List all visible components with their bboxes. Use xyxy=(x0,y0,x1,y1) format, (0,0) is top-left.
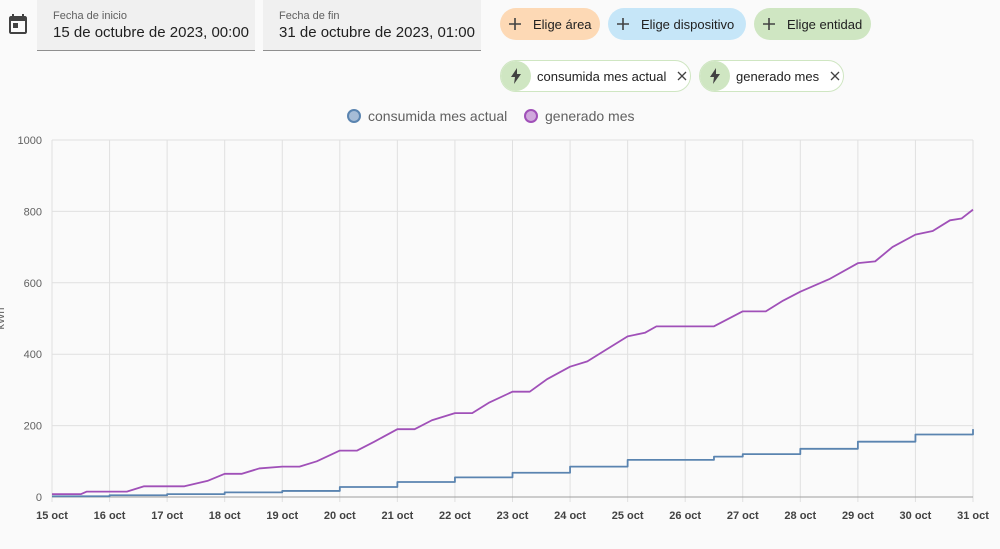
x-tick-label: 24 oct xyxy=(554,510,586,522)
start-date-label: Fecha de inicio xyxy=(53,10,127,22)
end-date-label: Fecha de fin xyxy=(279,10,340,22)
x-tick-label: 19 oct xyxy=(266,510,298,522)
y-tick-label: 600 xyxy=(24,278,42,290)
entity-chip-generated-label: generado mes xyxy=(736,68,820,84)
y-tick-label: 1000 xyxy=(18,135,42,147)
y-axis-label: kWh xyxy=(0,308,7,330)
calendar-icon[interactable] xyxy=(6,12,30,36)
end-date-field[interactable]: Fecha de fin 31 de octubre de 2023, 01:0… xyxy=(263,0,481,51)
x-tick-label: 17 oct xyxy=(151,510,183,522)
y-tick-label: 400 xyxy=(24,349,42,361)
y-tick-label: 200 xyxy=(24,421,42,433)
series-line-generated xyxy=(52,208,974,496)
x-tick-label: 16 oct xyxy=(94,510,126,522)
start-date-value: 15 de octubre de 2023, 00:00 xyxy=(53,24,249,41)
x-tick-label: 26 oct xyxy=(669,510,701,522)
x-tick-label: 30 oct xyxy=(900,510,932,522)
choose-area-label: Elige área xyxy=(533,16,592,32)
close-icon[interactable] xyxy=(830,71,840,81)
energy-line-chart: 0 200 400 600 800 1000 15 oct 16 oct 17 oct 18 oc… xyxy=(0,135,989,522)
start-date-field[interactable]: Fecha de inicio 15 de octubre de 2023, 0… xyxy=(37,0,255,51)
x-tick-label: 31 oct xyxy=(957,510,989,522)
legend-item-generated[interactable]: generado mes xyxy=(524,108,635,124)
close-icon[interactable] xyxy=(677,71,687,81)
plus-icon xyxy=(509,18,521,30)
x-tick-label: 29 oct xyxy=(842,510,874,522)
x-tick-label: 23 oct xyxy=(497,510,529,522)
chart-legend: consumida mes actual generado mes xyxy=(0,108,1000,128)
x-tick-label: 15 oct xyxy=(36,510,68,522)
x-tick-label: 25 oct xyxy=(612,510,644,522)
legend-label-consumed: consumida mes actual xyxy=(368,108,508,124)
choose-entity-chip[interactable]: Elige entidad xyxy=(754,8,871,40)
plus-icon xyxy=(763,18,775,30)
x-tick-label: 21 oct xyxy=(381,510,413,522)
end-date-value: 31 de octubre de 2023, 01:00 xyxy=(279,24,475,41)
entity-chip-consumed-label: consumida mes actual xyxy=(537,68,667,84)
x-tick-label: 28 oct xyxy=(784,510,816,522)
legend-swatch-generated xyxy=(524,109,538,123)
entity-chip-consumed[interactable]: consumida mes actual xyxy=(500,60,691,92)
flash-icon xyxy=(501,61,531,91)
flash-icon xyxy=(700,61,730,91)
legend-item-consumed[interactable]: consumida mes actual xyxy=(347,108,507,124)
x-tick-label: 18 oct xyxy=(209,510,241,522)
x-tick-label: 22 oct xyxy=(439,510,471,522)
y-tick-label: 0 xyxy=(36,492,42,504)
entity-chip-generated[interactable]: generado mes xyxy=(699,60,844,92)
legend-swatch-consumed xyxy=(347,109,361,123)
choose-device-label: Elige dispositivo xyxy=(641,16,735,32)
plus-icon xyxy=(617,18,629,30)
x-tick-label: 20 oct xyxy=(324,510,356,522)
choose-device-chip[interactable]: Elige dispositivo xyxy=(608,8,746,40)
y-tick-label: 800 xyxy=(24,206,42,218)
legend-label-generated: generado mes xyxy=(545,108,635,124)
choose-area-chip[interactable]: Elige área xyxy=(500,8,600,40)
x-tick-label: 27 oct xyxy=(727,510,759,522)
choose-entity-label: Elige entidad xyxy=(787,16,863,32)
series-line-consumed xyxy=(52,429,974,498)
